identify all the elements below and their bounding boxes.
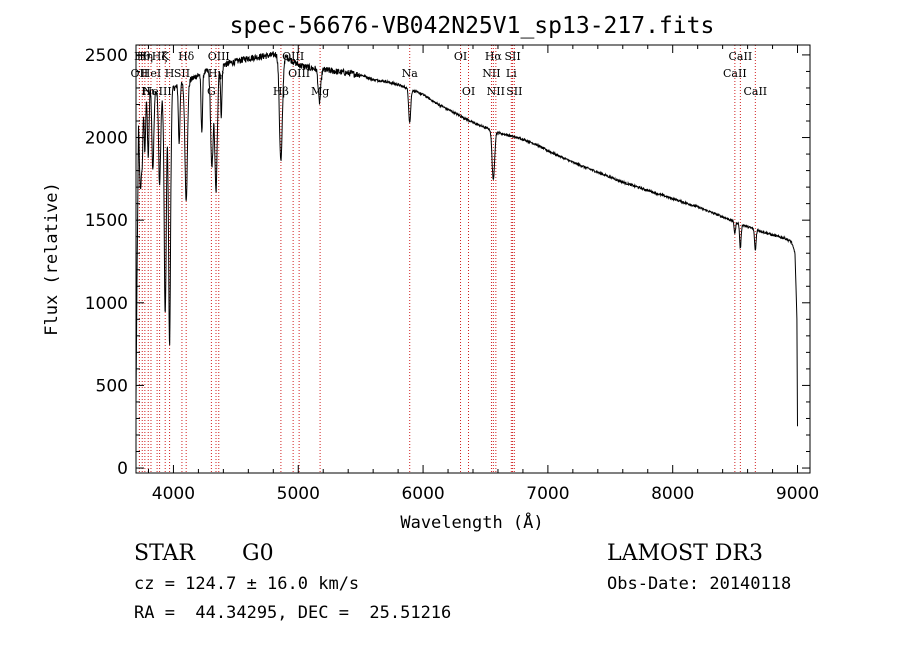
- line-label-25: SII: [504, 50, 520, 63]
- line-markers: [138, 45, 756, 473]
- line-label-10: SII: [174, 67, 190, 80]
- line-label-18: Na: [402, 67, 419, 80]
- line-label-17: Mg: [311, 85, 329, 98]
- line-label-8: H: [165, 67, 175, 80]
- survey-name: LAMOST DR3: [607, 541, 763, 566]
- line-label-11: G: [207, 85, 216, 98]
- line-label-21: NII: [482, 67, 500, 80]
- x-axis-label: Wavelength (Å): [400, 511, 543, 533]
- x-tick-label-3: 7000: [526, 484, 569, 504]
- line-label-26: SII: [506, 85, 522, 98]
- line-label-2: Hη: [137, 50, 153, 63]
- line-label-22: Hα: [485, 50, 503, 63]
- y-tick-label-5: 2500: [85, 46, 128, 66]
- y-tick-label-4: 2000: [85, 129, 128, 149]
- line-label-9: Hδ: [178, 50, 195, 63]
- line-label-12: Hγ: [208, 67, 225, 80]
- line-label-6: Hζ: [152, 50, 168, 63]
- y-tick-label-1: 500: [96, 376, 128, 396]
- obs-date: Obs-Date: 20140118: [607, 574, 792, 594]
- y-axis-label: Flux (relative): [42, 182, 62, 336]
- redshift-cz: cz = 124.7 ± 16.0 km/s: [134, 574, 360, 594]
- chart-title: spec-56676-VB042N25V1_sp13-217.fits: [230, 13, 715, 39]
- line-label-20: OI: [462, 85, 475, 98]
- x-tick-label-1: 5000: [277, 484, 320, 504]
- line-label-3: Hι: [141, 85, 155, 98]
- line-label-28: CaII: [729, 50, 753, 63]
- line-label-29: CaII: [743, 85, 767, 98]
- x-tick-label-0: 4000: [152, 484, 195, 504]
- plot-frame: [135, 44, 811, 474]
- axis-ticks: 4000 5000 6000 7000 8000 9000 0 500 1000 1500 2000…: [85, 45, 819, 504]
- line-label-24: Li: [506, 67, 517, 80]
- line-label-19: OI: [454, 50, 467, 63]
- y-tick-label-0: 0: [117, 459, 128, 479]
- x-tick-label-4: 8000: [651, 484, 694, 504]
- y-tick-label-2: 1000: [85, 294, 128, 314]
- line-label-4: HeI: [141, 67, 161, 80]
- line-label-0: OII: [131, 67, 149, 80]
- line-label-16: OIII: [288, 67, 310, 80]
- line-label-14: Hβ: [273, 85, 289, 98]
- spectrum-line: [135, 51, 798, 427]
- line-label-27: CaII: [723, 67, 747, 80]
- object-class: STAR: [134, 541, 195, 566]
- x-tick-label-5: 9000: [776, 484, 819, 504]
- line-label-1: Hθ: [134, 50, 151, 63]
- line-label-15: OIII: [282, 50, 304, 63]
- object-subclass: G0: [242, 541, 274, 566]
- line-label-23: NII: [487, 85, 505, 98]
- line-label-13: OIII: [208, 50, 230, 63]
- line-label-5: NeIII: [143, 85, 172, 98]
- x-tick-label-2: 6000: [401, 484, 444, 504]
- y-tick-label-3: 1500: [85, 211, 128, 231]
- line-label-7: K: [161, 50, 170, 63]
- coordinates: RA = 44.34295, DEC = 25.51216: [134, 603, 452, 623]
